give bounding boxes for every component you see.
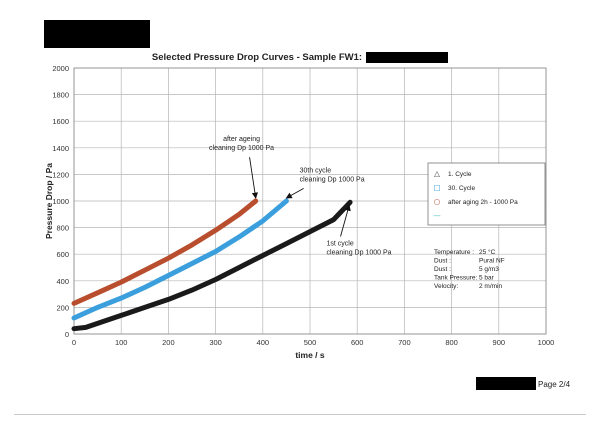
series-line-2 (71, 198, 289, 321)
annotation-text: cleaning Dp 1000 Pa (209, 145, 274, 152)
x-tick-label: 0 (72, 338, 76, 347)
chart-axes: 0 200 400 600 800 1000 1200 1400 1600 1800 2000 0 10… (44, 64, 554, 360)
legend-label: 30. Cycle (448, 185, 475, 192)
condition-label: Dust : (434, 258, 451, 265)
condition-value: 25 °C (479, 248, 496, 256)
legend-marker: □ (433, 183, 440, 192)
chart-title-text: Selected Pressure Drop Curves - Sample F… (151, 52, 363, 63)
y-tick-label: 1000 (52, 197, 69, 206)
annotation-3: 1st cycle cleaning Dp 1000 Pa (327, 204, 392, 257)
redacted-sample-name (366, 52, 449, 63)
annotation-text: after ageing (223, 136, 260, 143)
legend-box (427, 162, 546, 226)
annotation-text: cleaning Dp 1000 Pa (327, 250, 392, 257)
condition-value: Pural NF (479, 258, 505, 265)
redacted-header-block (44, 20, 150, 48)
page-divider (14, 414, 586, 415)
series-line-1 (71, 199, 353, 332)
condition-row: Temperature : 25 °C (434, 248, 496, 256)
y-tick-label: 1400 (52, 144, 69, 153)
condition-value: 2 m/min (479, 283, 503, 290)
condition-label: Tank Pressure: (434, 275, 478, 282)
chart-series (71, 198, 353, 332)
y-tick-label: 800 (56, 224, 69, 233)
y-tick-label: 1800 (52, 91, 69, 100)
condition-value: 5 bar (479, 275, 495, 282)
x-tick-label: 500 (304, 338, 317, 347)
x-tick-label: 200 (162, 338, 175, 347)
chart-title: Selected Pressure Drop Curves - Sample F… (0, 52, 600, 63)
legend-entry: ○ after aging 2h - 1000 Pa (434, 197, 518, 206)
y-tick-label: 2000 (52, 64, 69, 73)
x-tick-label: 1000 (538, 338, 555, 347)
annotation-arrow (249, 157, 259, 199)
annotation-1: after ageing cleaning Dp 1000 Pa (209, 136, 274, 199)
x-tick-label: 400 (257, 338, 270, 347)
annotation-text: 30th cycle (300, 167, 332, 174)
legend-marker: ○ (434, 197, 441, 206)
legend-marker: — (433, 211, 441, 220)
condition-row: Dust : Pural NF (434, 258, 505, 265)
condition-label: Dust : (434, 266, 451, 273)
y-tick-label: 600 (56, 250, 69, 259)
legend-entry: △ 1. Cycle (434, 169, 472, 178)
annotation-text: 1st cycle (327, 241, 354, 248)
y-tick-label: 1200 (52, 170, 69, 179)
x-tick-label: 900 (493, 338, 506, 347)
chart-legend: △ 1. Cycle □ 30. Cycle ○ after aging 2h - 100… (427, 162, 546, 226)
x-tick-label: 300 (209, 338, 222, 347)
annotation-arrow (340, 204, 351, 237)
series-line-3 (71, 198, 259, 306)
condition-row: Tank Pressure: 5 bar (434, 275, 495, 282)
y-tick-label: 200 (56, 303, 69, 312)
condition-row: Velocity: 2 m/min (434, 283, 503, 290)
y-tick-label: 1600 (52, 117, 69, 126)
annotation-2: 30th cycle cleaning Dp 1000 Pa (285, 167, 365, 199)
x-tick-label: 700 (398, 338, 411, 347)
legend-label: after aging 2h - 1000 Pa (448, 199, 518, 206)
y-tick-label: 400 (56, 277, 69, 286)
legend-label: 1. Cycle (448, 171, 472, 178)
x-tick-label: 100 (115, 338, 128, 347)
condition-value: 5 g/m3 (479, 266, 499, 273)
x-tick-label: 600 (351, 338, 364, 347)
redacted-footer-block (476, 377, 536, 390)
test-conditions-box: Temperature : 25 °C Dust : Pural NF Dust : 5 … (434, 248, 505, 290)
legend-marker: △ (434, 169, 440, 178)
condition-row: Dust : 5 g/m3 (434, 266, 499, 273)
legend-entry: — (433, 211, 441, 220)
x-tick-label: 800 (445, 338, 458, 347)
legend-entry: □ 30. Cycle (433, 183, 475, 192)
condition-label: Temperature : (434, 249, 474, 256)
annotation-text: cleaning Dp 1000 Pa (300, 176, 365, 183)
annotation-arrow (285, 188, 304, 199)
page-number: Page 2/4 (538, 380, 571, 389)
condition-label: Velocity: (434, 283, 458, 290)
x-axis-label: time / s (295, 350, 325, 360)
plot-frame (73, 67, 547, 335)
y-tick-label: 0 (65, 330, 69, 339)
y-axis-label: Pressure Drop / Pa (44, 163, 54, 239)
